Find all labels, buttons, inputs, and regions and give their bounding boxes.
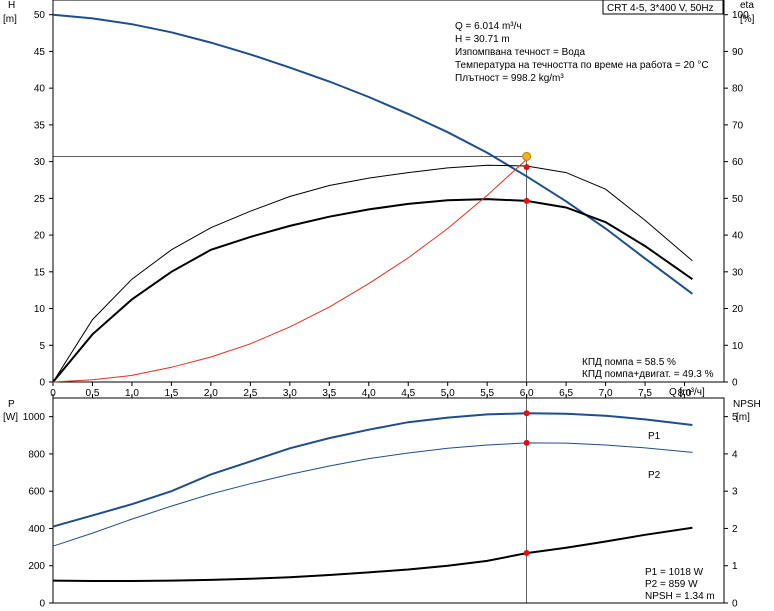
point-P1_point <box>523 410 530 417</box>
bottom-y-left-tick-label: 600 <box>28 487 45 498</box>
top-x-tick-label: 4,0 <box>362 388 376 399</box>
p1-curve-label: P1 <box>648 431 661 442</box>
point-P2_point <box>523 439 530 446</box>
series-H_curve <box>52 13 693 295</box>
bottom-plot-frame <box>52 397 725 604</box>
top-y-left-tick-label: 45 <box>34 47 46 58</box>
top-x-tick-label: 7,0 <box>599 388 613 399</box>
top-y-left-tick-label: 10 <box>34 304 46 315</box>
p-axis-label: P <box>8 399 15 410</box>
top-x-tick-label: 5,5 <box>480 388 494 399</box>
bottom-y-left-tick-label: 200 <box>28 561 45 572</box>
top-y-left-tick-label: 15 <box>34 267 46 278</box>
top-y-right-tick-label: 60 <box>732 157 744 168</box>
info-line-h: H = 30.71 m <box>455 34 510 45</box>
top-y-right-tick-label: 90 <box>732 47 744 58</box>
top-x-tick-label: 6,0 <box>520 388 534 399</box>
top-x-tick-label: 0 <box>50 388 56 399</box>
p2-curve-label: P2 <box>648 470 661 481</box>
npsh-axis-unit: [m] <box>736 412 750 423</box>
bottom-series-group <box>52 410 693 582</box>
top-y-right-tick-label: 40 <box>732 231 744 242</box>
series-P1 <box>52 412 693 528</box>
top-x-tick-label: 7,5 <box>638 388 652 399</box>
bottom-axis-ticks: 0 200 400 600 800 1000 0 1 2 3 4 5 <box>23 394 738 610</box>
top-y-right-tick-label: 10 <box>732 341 744 352</box>
point-eta_total_point <box>523 197 530 204</box>
title-box <box>602 0 724 15</box>
top-y-right-tick-label: 80 <box>732 84 744 95</box>
bottom-y-right-tick-label: 5 <box>732 412 738 423</box>
top-y-right-tick-label: 50 <box>732 194 744 205</box>
series-NPSH <box>52 526 693 582</box>
top-plot-frame <box>52 0 725 383</box>
top-x-tick-label: 3,5 <box>322 388 336 399</box>
top-y-left-tick-label: 0 <box>39 378 45 389</box>
top-y-right-tick-label: 0 <box>732 378 738 389</box>
top-y-left-tick-label: 5 <box>39 341 45 352</box>
top-y-left-tick-label: 35 <box>34 120 46 131</box>
top-axis-ticks: 0 0,5 1,0 1,5 2,0 2,5 3,0 3,5 4,0 4,5 5,0 5,5 6,0 6,5… <box>34 10 749 399</box>
series-P2 <box>52 442 693 547</box>
top-y-left-tick-label: 50 <box>34 10 46 21</box>
series-eta_pump <box>52 164 693 383</box>
eta-axis-label: eta <box>740 0 754 11</box>
top-y-right-tick-label: 100 <box>732 10 749 21</box>
q-axis-label: Q [m³/ч] <box>669 387 705 398</box>
top-x-tick-label: 6,5 <box>559 388 573 399</box>
top-x-tick-label: 5,0 <box>441 388 455 399</box>
top-x-tick-label: 2,5 <box>243 388 257 399</box>
top-x-tick-label: 0,5 <box>86 388 100 399</box>
top-y-left-tick-label: 30 <box>34 157 46 168</box>
info-line-q: Q = 6.014 m³/ч <box>455 21 522 32</box>
power-p1-text: P1 = 1018 W <box>645 567 704 578</box>
top-y-left-tick-label: 20 <box>34 231 46 242</box>
bottom-y-right-tick-label: 2 <box>732 524 738 535</box>
top-x-tick-label: 8,0 <box>678 388 692 399</box>
series-system_curve <box>52 159 527 383</box>
top-y-left-tick-label: 25 <box>34 194 46 205</box>
top-y-left-tick-label: 40 <box>34 84 46 95</box>
top-x-tick-label: 3,0 <box>283 388 297 399</box>
eta-axis-unit: [%] <box>740 14 755 25</box>
bottom-y-left-tick-label: 0 <box>39 599 45 610</box>
bottom-y-left-tick-label: 1000 <box>23 412 46 423</box>
bottom-y-left-tick-label: 800 <box>28 449 45 460</box>
bottom-y-right-tick-label: 4 <box>732 449 738 460</box>
info-line-fluid: Изпомпвана течност = Вода <box>455 47 585 58</box>
top-y-right-tick-label: 20 <box>732 304 744 315</box>
bottom-y-right-tick-label: 0 <box>732 599 738 610</box>
npsh-text: NPSH = 1.34 m <box>645 591 715 602</box>
top-y-right-tick-label: 30 <box>732 267 744 278</box>
bottom-y-left-tick-label: 400 <box>28 524 45 535</box>
efficiency-pump-text: КПД помпа = 58.5 % <box>582 357 676 368</box>
top-x-tick-label: 2,0 <box>204 388 218 399</box>
power-p2-text: P2 = 859 W <box>645 579 698 590</box>
p-axis-unit: [W] <box>3 412 18 423</box>
efficiency-total-text: КПД помпа+двигат. = 49.3 % <box>582 369 714 380</box>
top-series-group <box>52 13 693 603</box>
info-line-density: Плътност = 998.2 kg/m³ <box>455 73 564 84</box>
point-operating_point <box>522 151 532 161</box>
bottom-y-right-tick-label: 3 <box>732 487 738 498</box>
top-x-tick-label: 1,5 <box>164 388 178 399</box>
top-x-tick-label: 1,0 <box>125 388 139 399</box>
series-eta_pump_motor <box>52 198 693 383</box>
top-x-tick-label: 4,5 <box>401 388 415 399</box>
point-eta_pump_point <box>523 164 530 171</box>
top-y-right-tick-label: 70 <box>732 120 744 131</box>
npsh-axis-label: NPSH <box>733 399 761 410</box>
bottom-y-right-tick-label: 1 <box>732 561 738 572</box>
info-line-temperature: Температура на течността по време на раб… <box>455 59 709 71</box>
point-NPSH_point <box>523 550 530 557</box>
h-axis-unit: [m] <box>3 14 17 25</box>
title-box-text: CRT 4-5, 3*400 V, 50Hz <box>607 3 714 14</box>
h-axis-label: H <box>8 0 15 11</box>
